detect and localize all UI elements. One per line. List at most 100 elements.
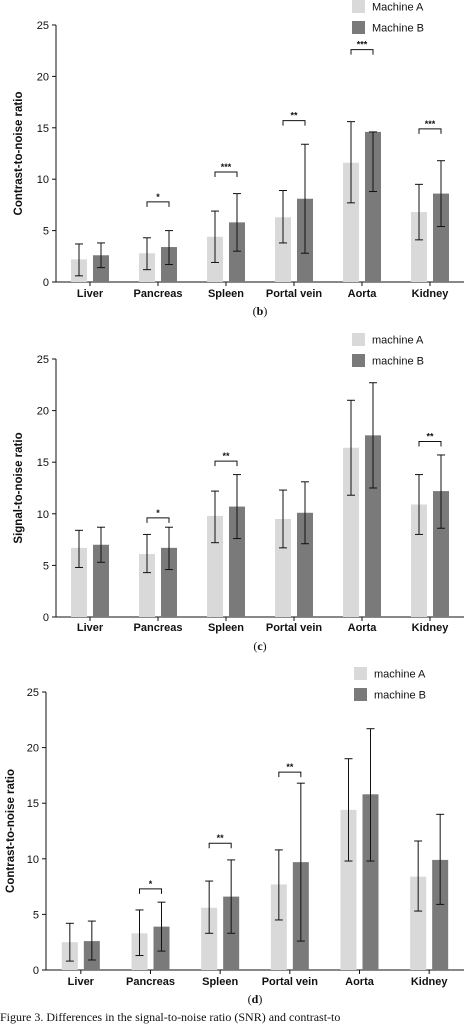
legend-label-machine-a: machine A: [372, 335, 424, 347]
x-category-label: Pancreas: [134, 288, 183, 300]
significance-label: ***: [357, 40, 368, 50]
significance-bracket: [350, 49, 374, 55]
bar-machine-a: [207, 515, 223, 617]
y-tick-label: 20: [37, 71, 49, 83]
figure-caption: Figure 3. Differences in the signal-to-n…: [0, 1010, 341, 1024]
significance-bracket: [214, 171, 238, 178]
y-tick-label: 5: [33, 909, 39, 921]
significance-bracket: [418, 441, 442, 447]
significance-label: **: [290, 111, 298, 121]
x-category-label: Spleen: [202, 976, 238, 988]
significance-bracket: [214, 460, 238, 467]
y-tick-label: 20: [27, 743, 39, 755]
significance-label: **: [217, 833, 225, 843]
x-category-label: Aorta: [348, 622, 378, 634]
bar-machine-b: [433, 193, 449, 282]
bar-machine-a: [411, 504, 427, 617]
y-tick-label: 10: [37, 174, 49, 186]
x-category-label: Liver: [77, 288, 104, 300]
bar-machine-b: [432, 859, 449, 970]
legend-label-machine-b: machine B: [374, 690, 426, 702]
significance-bracket: [146, 517, 170, 523]
x-category-label: Aorta: [345, 976, 375, 988]
significance-label: **: [222, 451, 230, 461]
legend-swatch-machine-b: [352, 354, 365, 367]
significance-bracket: [139, 888, 162, 894]
bar-machine-b: [93, 255, 109, 282]
significance-bracket: [418, 128, 442, 134]
bar-machine-a: [201, 907, 218, 970]
legend-swatch-machine-b: [352, 21, 365, 34]
bar-machine-a: [139, 554, 155, 617]
significance-bracket: [278, 771, 302, 778]
bar-machine-a: [71, 547, 87, 617]
legend-swatch-machine-a: [352, 0, 365, 13]
y-axis-title: Signal-to-noise ratio: [13, 432, 25, 543]
significance-label: *: [149, 879, 153, 889]
panel-label: (c): [253, 639, 266, 653]
y-tick-label: 5: [43, 560, 49, 572]
x-category-label: Pancreas: [134, 622, 183, 634]
x-category-label: Portal vein: [262, 976, 319, 988]
significance-label: **: [426, 432, 434, 442]
panel-label: (d): [248, 992, 263, 1006]
significance-bracket: [282, 120, 306, 126]
y-tick-label: 20: [37, 406, 49, 418]
chart-panel-d: 0 5 10 15 20 25 Contrast-to-noise ratio Liver Pa…: [5, 667, 464, 1006]
bar-machine-b: [433, 491, 449, 617]
x-category-label: Aorta: [348, 288, 378, 300]
x-category-label: Kidney: [412, 288, 450, 300]
bar-machine-a: [270, 884, 287, 970]
y-tick-label: 25: [27, 687, 39, 699]
y-tick-label: 10: [27, 854, 39, 866]
significance-label: ***: [221, 162, 232, 172]
bar-machine-a: [411, 212, 427, 282]
x-category-label: Portal vein: [266, 288, 323, 300]
y-tick-label: 15: [27, 798, 39, 810]
y-tick-label: 0: [33, 965, 39, 977]
y-axis-title: Contrast-to-noise ratio: [13, 92, 25, 216]
bar-machine-a: [343, 162, 359, 282]
y-tick-label: 25: [37, 354, 49, 366]
panel-label: (b): [253, 304, 268, 318]
bar-machine-b: [365, 131, 381, 282]
significance-bracket: [146, 201, 170, 207]
y-tick-label: 0: [43, 612, 49, 624]
legend-label-machine-b: machine B: [372, 356, 424, 368]
x-category-label: Pancreas: [126, 976, 175, 988]
y-tick-label: 25: [37, 20, 49, 32]
bar-machine-b: [362, 794, 379, 970]
significance-bracket: [208, 842, 232, 849]
y-axis-title: Contrast-to-noise ratio: [5, 769, 17, 893]
x-category-label: Kidney: [412, 622, 450, 634]
bar-machine-b: [93, 544, 109, 617]
legend-swatch-machine-a: [354, 667, 367, 680]
x-category-label: Spleen: [208, 622, 244, 634]
y-tick-label: 10: [37, 509, 49, 521]
chart-panel-c: 0 5 10 15 20 25 Signal-to-noise ratio Liver Panc…: [13, 333, 464, 653]
significance-label: *: [156, 508, 160, 518]
x-category-label: Portal vein: [266, 622, 323, 634]
bar-machine-b: [297, 512, 313, 617]
legend-label-machine-a: machine A: [374, 669, 426, 681]
y-tick-label: 5: [43, 226, 49, 238]
bar-machine-b: [365, 435, 381, 617]
bar-machine-a: [410, 876, 427, 970]
y-tick-label: 15: [37, 123, 49, 135]
y-tick-label: 0: [43, 277, 49, 289]
chart-panel-b: 0 5 10 15 20 25 Contrast-to-noise ratio Liver Pa…: [13, 0, 464, 318]
bar-machine-a: [275, 518, 291, 617]
significance-label: ***: [425, 119, 436, 129]
x-category-label: Liver: [77, 622, 104, 634]
x-category-label: Liver: [68, 976, 95, 988]
bar-machine-a: [340, 809, 357, 970]
bar-machine-b: [161, 547, 177, 617]
legend-swatch-machine-a: [352, 333, 365, 346]
x-category-label: Spleen: [208, 288, 244, 300]
significance-label: *: [156, 192, 160, 202]
legend-label-machine-a: Machine A: [372, 2, 424, 14]
legend-swatch-machine-b: [354, 688, 367, 701]
x-category-label: Kidney: [411, 976, 449, 988]
bar-machine-a: [275, 217, 291, 282]
